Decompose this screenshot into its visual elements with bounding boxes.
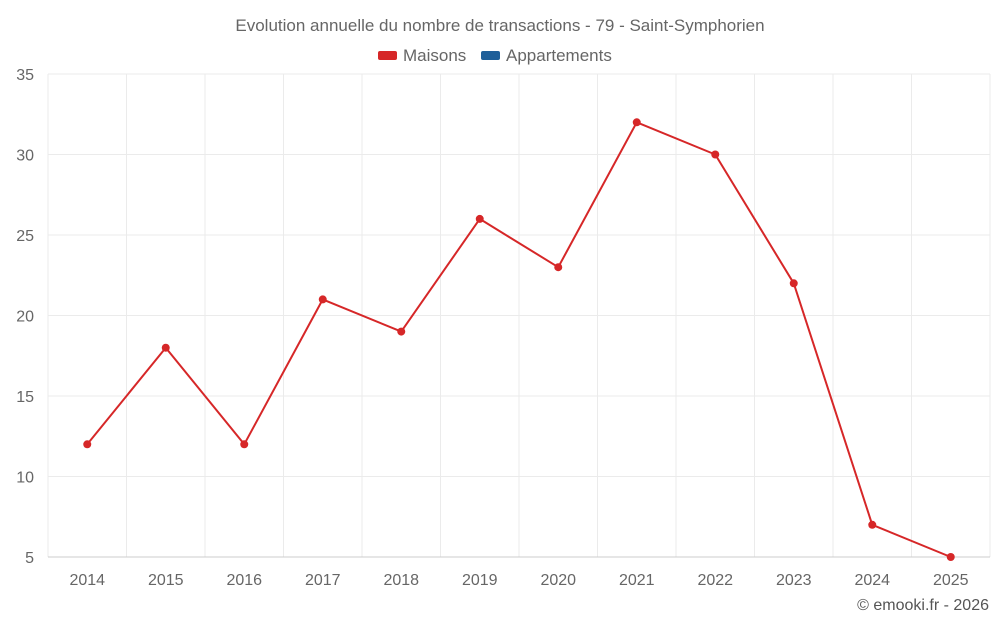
x-tick-label: 2024 (854, 572, 890, 589)
credit-text: © emooki.fr - 2026 (857, 597, 989, 614)
x-tick-label: 2021 (619, 572, 655, 589)
legend-label-appartements: Appartements (506, 46, 612, 65)
series-line-maisons (86, 121, 952, 558)
data-point[interactable]: 2017: 21 (318, 295, 327, 304)
y-tick-label: 35 (16, 67, 34, 84)
legend-swatch-maisons (378, 51, 397, 60)
x-tick-label: 2019 (462, 572, 498, 589)
data-point[interactable]: 2021: 32 (632, 118, 641, 127)
data-point[interactable]: 2019: 26 (475, 214, 484, 223)
y-tick-label: 30 (16, 148, 34, 165)
x-tick-label: 2020 (540, 572, 576, 589)
data-point[interactable]: 2018: 19 (397, 327, 406, 336)
data-point[interactable]: 2025: 5 (946, 553, 955, 561)
data-point[interactable]: 2015: 18 (161, 343, 170, 352)
legend-item-appartements[interactable]: Appartements (481, 46, 612, 65)
x-tick-label: 2016 (226, 572, 262, 589)
legend-item-maisons[interactable]: Maisons (378, 46, 466, 65)
x-tick-label: 2022 (697, 572, 733, 589)
data-point[interactable]: 2024: 7 (868, 520, 877, 529)
x-tick-label: 2015 (148, 572, 184, 589)
legend-swatch-appartements (481, 51, 500, 60)
data-point[interactable]: 2016: 12 (240, 440, 249, 449)
data-point[interactable]: 2023: 22 (789, 279, 798, 288)
x-tick-label: 2014 (69, 572, 105, 589)
y-tick-label: 5 (25, 550, 34, 567)
legend-label-maisons: Maisons (403, 46, 466, 65)
x-tick-label: 2018 (383, 572, 419, 589)
chart-title: Evolution annuelle du nombre de transact… (235, 16, 764, 35)
x-tick-label: 2023 (776, 572, 812, 589)
data-point[interactable]: 2014: 12 (83, 440, 92, 449)
y-tick-label: 20 (16, 309, 34, 326)
data-point[interactable]: 2022: 30 (711, 150, 720, 159)
legend: Maisons Appartements (378, 46, 612, 65)
y-tick-label: 25 (16, 228, 34, 245)
y-tick-label: 15 (16, 389, 34, 406)
x-tick-label: 2017 (305, 572, 341, 589)
x-tick-label: 2025 (933, 572, 969, 589)
y-tick-label: 10 (16, 470, 34, 487)
grid (47, 73, 991, 557)
series-maisons: 2014: 12 2015: 18 2016: 12 2017: 21 2018: 19… (83, 118, 955, 561)
data-point[interactable]: 2020: 23 (554, 263, 563, 272)
